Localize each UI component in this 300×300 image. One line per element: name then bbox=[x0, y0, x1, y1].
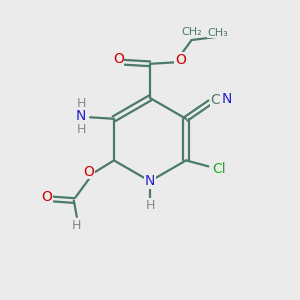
Text: CH₃: CH₃ bbox=[207, 28, 228, 38]
Text: O: O bbox=[175, 53, 186, 67]
Text: Cl: Cl bbox=[212, 162, 226, 176]
Text: H: H bbox=[76, 123, 86, 136]
Text: H: H bbox=[76, 97, 86, 110]
Text: H: H bbox=[72, 219, 82, 232]
Text: N: N bbox=[76, 109, 86, 123]
Text: N: N bbox=[145, 174, 155, 188]
Text: N: N bbox=[222, 92, 232, 106]
Text: C: C bbox=[210, 93, 220, 107]
Text: O: O bbox=[83, 165, 94, 179]
Text: CH₂: CH₂ bbox=[181, 27, 202, 37]
Text: O: O bbox=[41, 190, 52, 204]
Text: O: O bbox=[113, 52, 124, 66]
Text: H: H bbox=[145, 199, 155, 212]
